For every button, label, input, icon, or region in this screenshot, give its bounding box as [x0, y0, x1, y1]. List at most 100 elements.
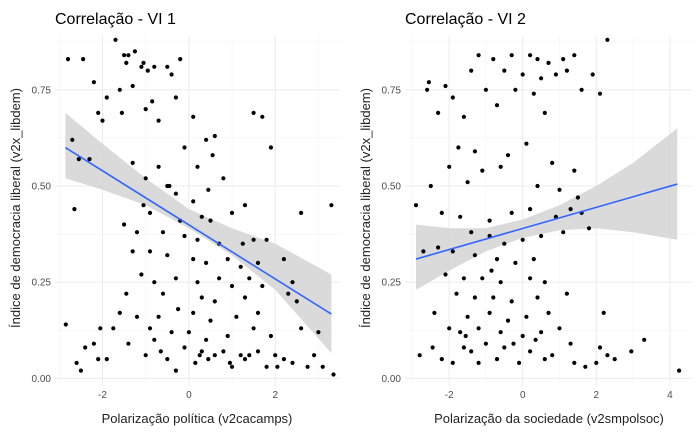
data-point — [461, 276, 466, 281]
data-point — [461, 114, 466, 119]
data-point — [260, 114, 265, 119]
data-point — [557, 187, 562, 192]
data-point — [199, 295, 204, 300]
data-point — [191, 257, 196, 262]
chart-title: Correlação - VI 1 — [55, 11, 176, 28]
data-point — [152, 280, 157, 285]
data-point — [126, 341, 131, 346]
data-point — [432, 310, 437, 315]
data-point — [191, 199, 196, 204]
data-point — [160, 291, 166, 296]
data-point — [476, 360, 481, 365]
data-point — [539, 233, 544, 239]
data-point — [520, 237, 525, 242]
y-tick-label: 0.50 — [32, 182, 52, 193]
data-point — [242, 295, 248, 300]
data-point — [204, 337, 209, 342]
data-point — [491, 295, 496, 300]
data-point — [225, 333, 230, 339]
data-point — [212, 299, 217, 304]
data-point — [421, 249, 426, 254]
data-point — [247, 353, 252, 358]
data-point — [195, 164, 200, 169]
data-point — [104, 357, 109, 362]
data-point — [156, 164, 161, 169]
data-point — [550, 353, 555, 358]
data-point — [238, 353, 243, 358]
data-point — [629, 349, 634, 354]
data-point — [191, 310, 196, 315]
data-point — [195, 237, 200, 242]
data-point — [173, 191, 178, 196]
chart-title: Correlação - VI 2 — [405, 11, 526, 28]
data-point — [251, 237, 256, 242]
data-point — [117, 310, 122, 315]
x-tick-label: 2 — [594, 390, 600, 401]
data-point — [443, 83, 448, 89]
data-point — [122, 53, 127, 58]
data-point — [96, 357, 101, 362]
data-point — [134, 314, 140, 319]
y-tick-label: 0.00 — [32, 374, 52, 385]
data-point — [130, 83, 135, 89]
data-point — [542, 280, 547, 285]
data-point — [212, 133, 217, 139]
data-point — [255, 260, 261, 265]
data-point — [240, 241, 245, 246]
regression-line — [415, 183, 678, 260]
data-point — [234, 314, 239, 319]
data-point — [221, 349, 226, 354]
data-point — [498, 164, 503, 169]
data-point — [156, 118, 161, 123]
data-point — [494, 103, 500, 108]
data-point — [528, 276, 533, 281]
data-point — [461, 345, 466, 350]
data-point — [173, 368, 178, 373]
data-point — [70, 137, 75, 142]
data-point — [469, 349, 474, 354]
data-point — [483, 87, 488, 92]
x-tick-label: -2 — [445, 390, 454, 401]
data-point — [143, 176, 148, 181]
data-point — [158, 349, 163, 354]
y-tick-label: 0.75 — [32, 85, 52, 96]
data-point — [275, 364, 280, 369]
data-point — [76, 157, 81, 162]
data-point — [143, 353, 148, 358]
data-point — [156, 314, 161, 319]
data-point — [186, 330, 191, 335]
data-point — [436, 245, 441, 250]
data-point — [212, 353, 217, 358]
y-tick-label: 0.75 — [382, 85, 402, 96]
data-point — [96, 110, 101, 115]
data-point — [176, 307, 181, 312]
data-point — [509, 53, 514, 58]
data-point — [472, 149, 477, 154]
data-point — [572, 53, 577, 58]
data-point — [329, 203, 334, 208]
data-point — [83, 345, 88, 350]
data-point — [255, 349, 261, 354]
data-point — [447, 326, 452, 331]
data-point — [152, 64, 157, 69]
data-point — [169, 72, 174, 77]
x-tick-label: 4 — [667, 390, 673, 401]
data-point — [513, 260, 518, 265]
data-point — [491, 57, 496, 62]
data-point — [147, 249, 153, 254]
data-point — [450, 95, 455, 100]
data-point — [204, 137, 209, 142]
grid — [55, 36, 340, 386]
data-point — [247, 276, 252, 281]
data-point — [428, 183, 433, 189]
data-point — [439, 357, 444, 362]
data-point — [590, 72, 595, 77]
data-point — [167, 183, 172, 189]
data-point — [531, 91, 536, 96]
x-tick-label: -2 — [98, 390, 107, 401]
data-point — [122, 222, 127, 227]
data-point — [463, 333, 468, 339]
x-tick-label: 0 — [520, 390, 526, 401]
data-point — [539, 330, 544, 335]
